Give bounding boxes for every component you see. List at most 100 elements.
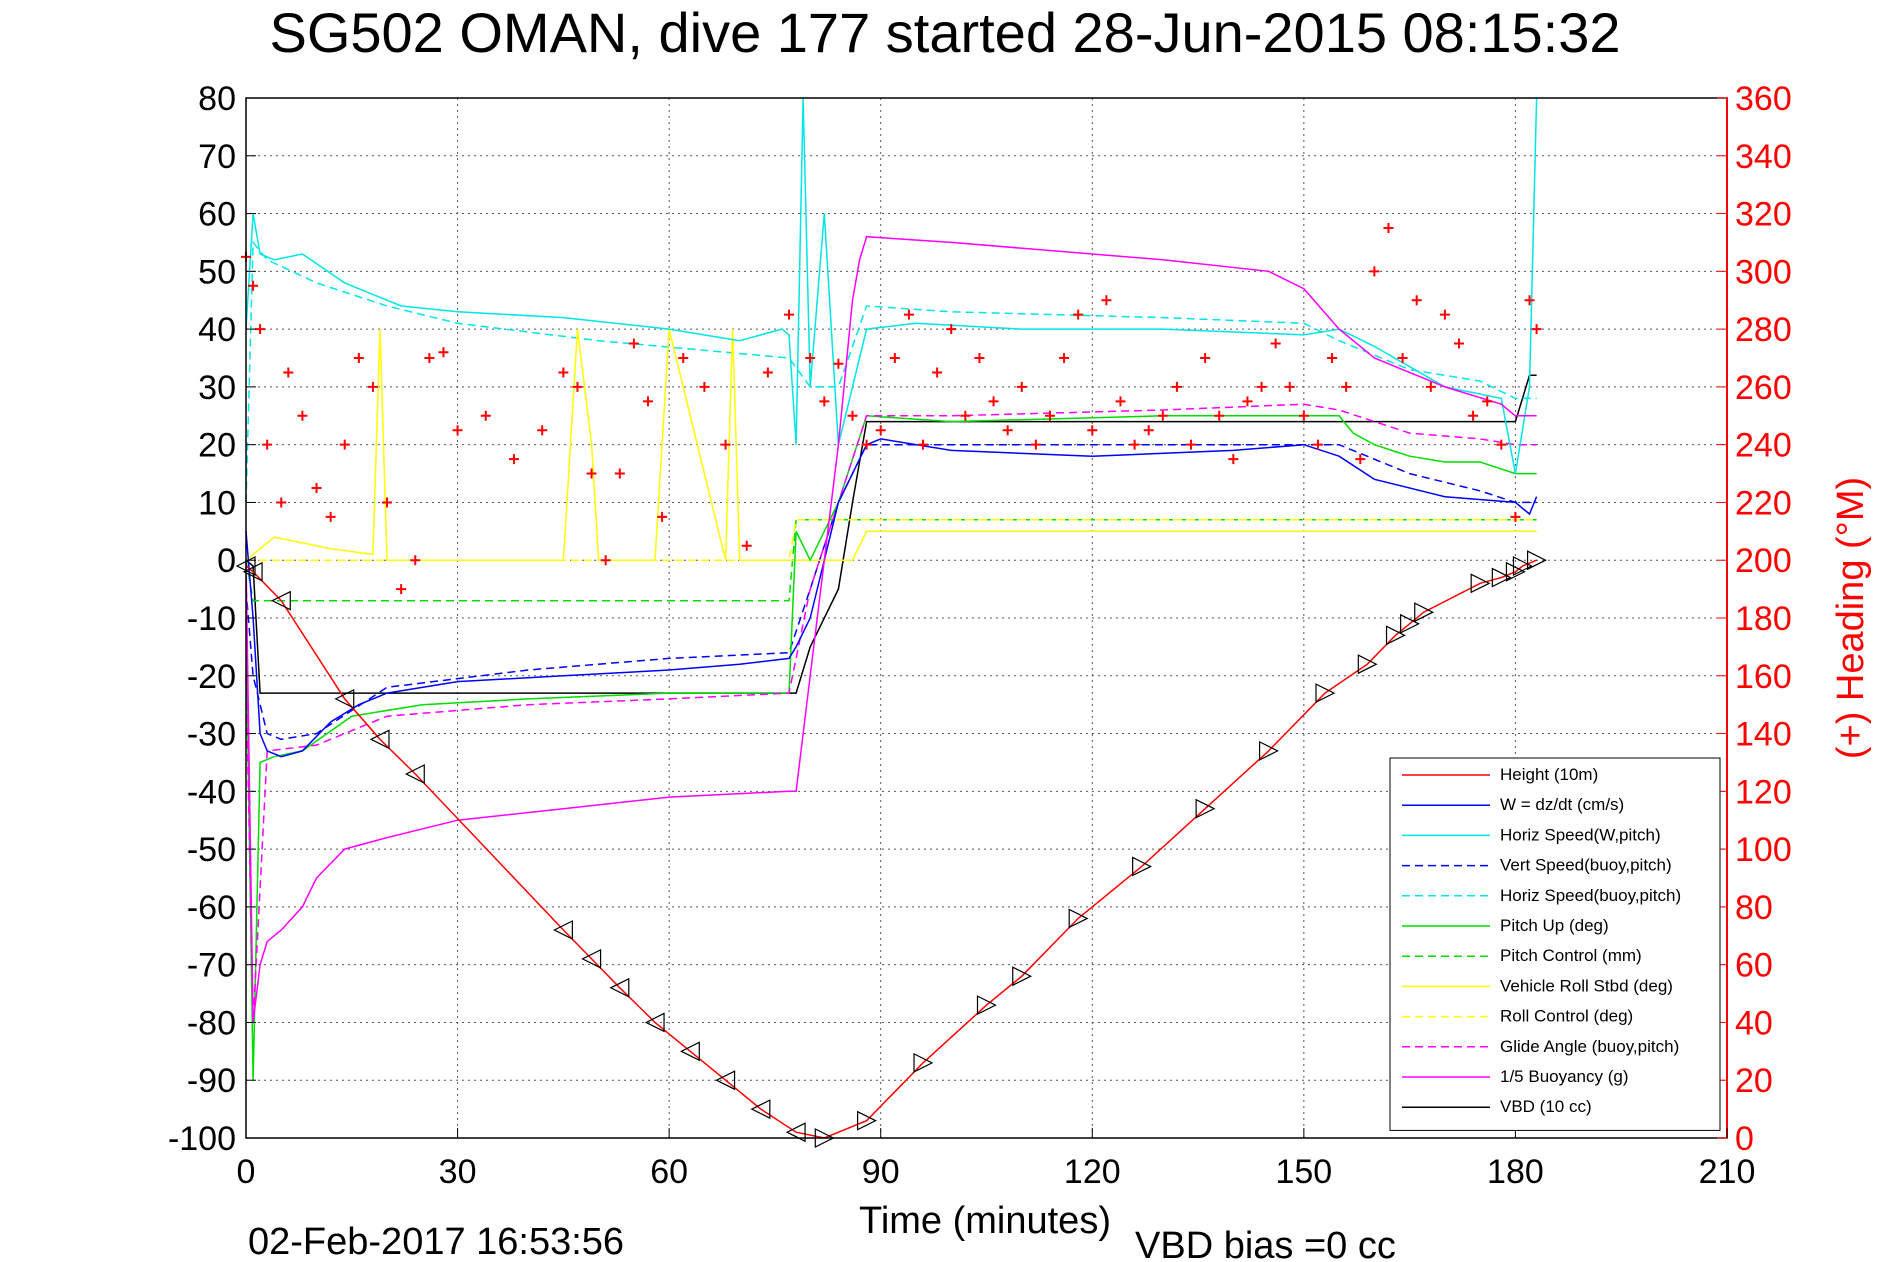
heading-marker	[1411, 295, 1422, 306]
heading-marker	[932, 367, 943, 378]
heading-marker	[1059, 353, 1070, 363]
heading-marker	[946, 324, 957, 335]
y-right-tick-label: 60	[1735, 947, 1773, 985]
y-left-tick-label: -100	[168, 1120, 236, 1158]
heading-marker	[614, 468, 625, 479]
legend-label: W = dz/dt (cm/s)	[1500, 795, 1624, 814]
legend-label: Height (10m)	[1500, 765, 1598, 784]
height-marker	[1195, 798, 1216, 819]
x-tick-label: 0	[237, 1153, 256, 1191]
x-tick-label: 30	[439, 1153, 477, 1191]
heading-marker	[847, 410, 858, 421]
y-axis-left: 80 70 60 50 40 30 20 10 0 -10 -20 -30 -40 -50 -60 -70 -8…	[168, 80, 256, 1158]
legend-label: 1/5 Buoyancy (g)	[1500, 1067, 1629, 1086]
y-right-tick-label: 140	[1735, 716, 1792, 754]
legend-item: VBD (10 cc)	[1402, 1097, 1592, 1116]
heading-marker	[600, 555, 611, 566]
y-axis-right: 3603403203002802602402202001801601401201…	[1717, 80, 1792, 1158]
y-left-tick-label: 50	[198, 253, 236, 291]
height-marker	[1385, 625, 1406, 646]
heading-marker	[784, 309, 795, 320]
y-left-tick-label: 30	[198, 369, 236, 407]
heading-marker	[1454, 338, 1465, 349]
heading-marker	[438, 347, 449, 358]
w-dz-dt-cm-s-series	[245, 438, 1538, 758]
vert-speed-buoy-pitch-series	[245, 443, 1537, 741]
y-left-tick-label: -90	[187, 1062, 236, 1100]
heading-marker	[1087, 425, 1098, 436]
series-layer	[235, 97, 1547, 1148]
heading-marker	[1327, 353, 1338, 363]
height-marker	[1526, 550, 1547, 571]
y-left-tick-label: 40	[198, 311, 236, 349]
y-right-tick-label: 340	[1735, 138, 1792, 176]
heading-marker	[537, 425, 548, 436]
heading-marker	[1242, 396, 1253, 407]
heading-marker	[1397, 353, 1408, 363]
heading-marker	[833, 358, 844, 369]
heading-marker	[382, 497, 393, 508]
y-left-tick-label: -80	[187, 1004, 236, 1042]
height-marker	[1491, 567, 1512, 588]
x-tick-label: 120	[1064, 1153, 1121, 1191]
heading-marker	[678, 353, 689, 363]
heading-marker	[276, 497, 287, 508]
x-axis: 0 30 60 90 120 150 180 210	[237, 1128, 1756, 1191]
legend-item: Glide Angle (buoy,pitch)	[1402, 1037, 1679, 1056]
heading-marker	[1284, 381, 1295, 392]
heading-marker	[1524, 295, 1535, 306]
heading-marker	[819, 396, 830, 407]
legend-label: Horiz Speed(buoy,pitch)	[1500, 886, 1681, 905]
y-right-tick-label: 80	[1735, 889, 1773, 927]
heading-marker	[1341, 381, 1352, 392]
heading-marker	[325, 511, 336, 522]
legend: Height (10m) W = dz/dt (cm/s) Horiz Speed(…	[1389, 757, 1721, 1131]
legend-label: Vehicle Roll Stbd (deg)	[1500, 976, 1673, 995]
vehicle-roll-stbd-deg-series	[245, 328, 1537, 561]
x-tick-label: 210	[1699, 1153, 1756, 1191]
pitch-up-deg-series	[245, 415, 1537, 1081]
heading-marker	[720, 439, 731, 450]
heading-marker	[1016, 381, 1027, 392]
heading-marker	[974, 353, 985, 363]
height-marker	[369, 729, 390, 750]
y-left-tick-label: 70	[198, 138, 236, 176]
y-right-tick-label: 100	[1735, 831, 1792, 869]
y-left-tick-label: 0	[217, 542, 236, 580]
heading-marker	[255, 324, 266, 335]
y-right-tick-label: 260	[1735, 369, 1792, 407]
legend-label: Glide Angle (buoy,pitch)	[1500, 1037, 1679, 1056]
legend-item: Pitch Up (deg)	[1402, 916, 1609, 935]
legend-item: Roll Control (deg)	[1402, 1007, 1633, 1026]
heading-marker	[508, 454, 519, 465]
height-10m-series	[245, 559, 1537, 1139]
heading-marker	[988, 396, 999, 407]
heading-marker	[1510, 511, 1521, 522]
y-right-tick-label: 40	[1735, 1004, 1773, 1042]
height-marker	[1400, 613, 1420, 634]
y-left-tick-label: -10	[187, 600, 236, 638]
height-marker	[750, 1099, 771, 1120]
legend-item: Pitch Control (mm)	[1402, 946, 1642, 965]
heading-marker	[353, 353, 364, 363]
y-left-tick-label: -40	[187, 773, 236, 811]
legend-item: Vehicle Roll Stbd (deg)	[1402, 976, 1673, 995]
heading-marker	[1143, 425, 1154, 436]
heading-marker	[1214, 410, 1225, 421]
heading-marker	[1171, 381, 1182, 392]
heading-marker	[1228, 454, 1239, 465]
height-marker	[976, 995, 997, 1016]
x-axis-label: Time (minutes)	[859, 1200, 1111, 1242]
height-marker	[404, 764, 425, 784]
height-marker	[553, 920, 573, 940]
legend-label: Roll Control (deg)	[1500, 1007, 1633, 1026]
heading-marker	[1186, 439, 1197, 450]
heading-marker	[903, 309, 914, 320]
y-left-tick-label: -60	[187, 889, 236, 927]
heading-marker	[297, 410, 308, 421]
y-right-tick-label: 120	[1735, 773, 1792, 811]
heading-marker	[1425, 381, 1436, 392]
height-marker	[1132, 856, 1152, 877]
heading-marker	[642, 396, 653, 407]
